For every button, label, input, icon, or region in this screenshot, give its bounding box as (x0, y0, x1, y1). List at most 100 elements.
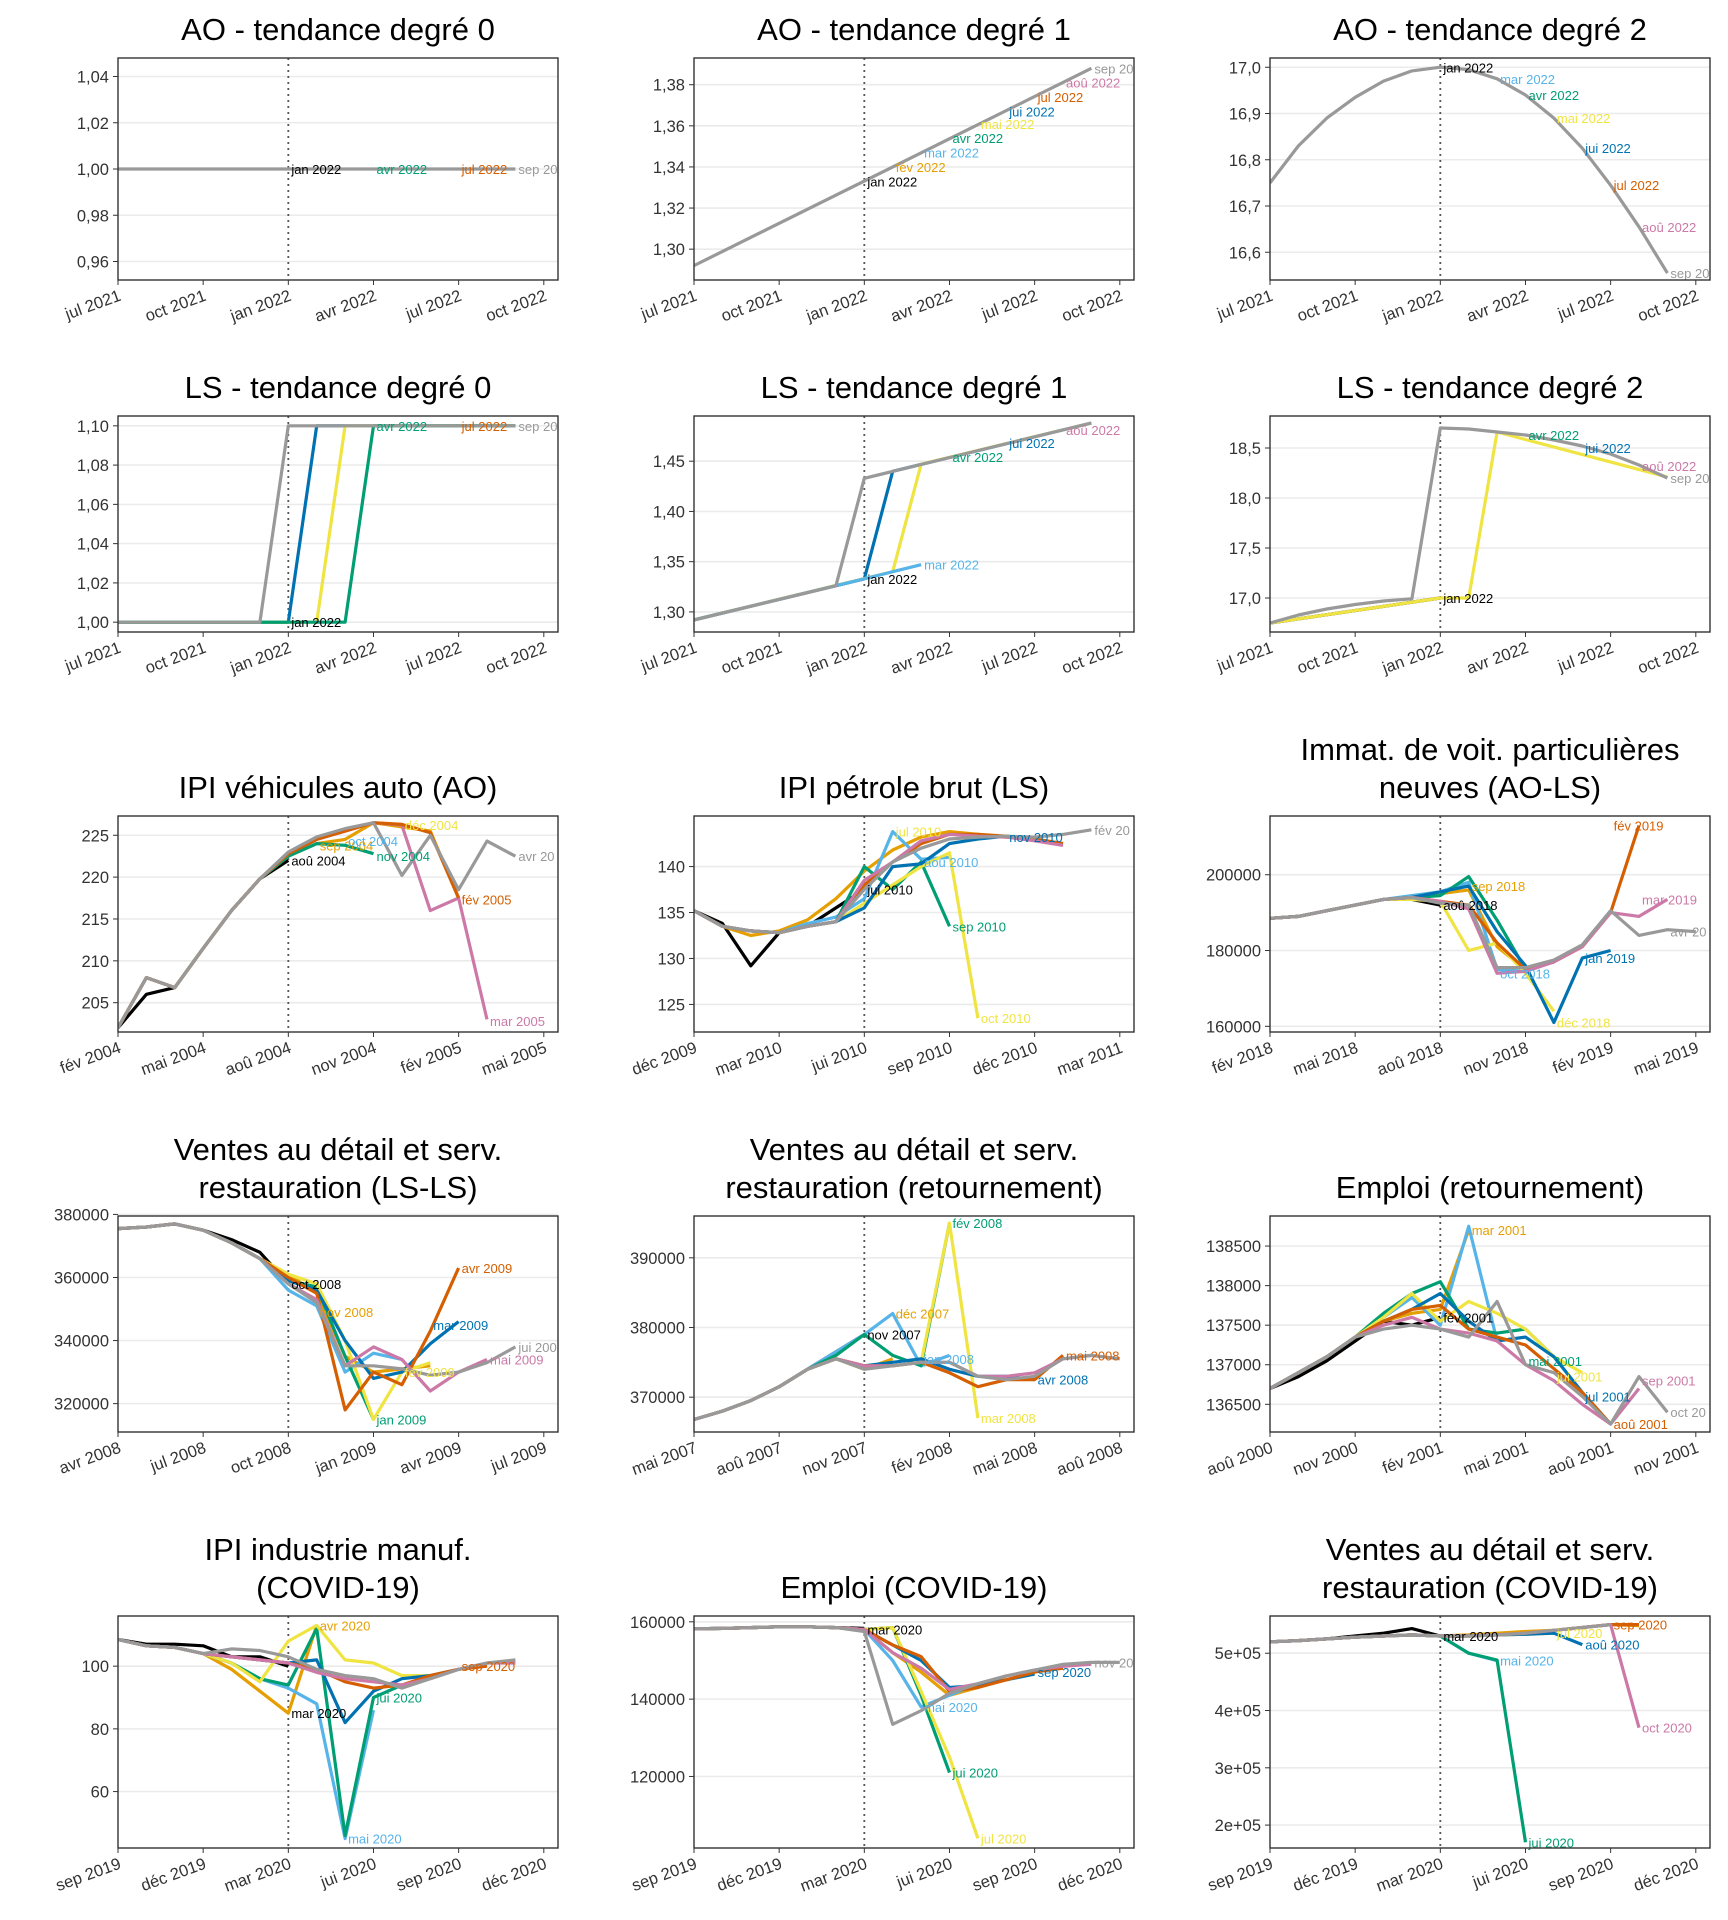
point-label: jan 2022 (866, 572, 917, 587)
point-label: jan 2022 (290, 162, 341, 177)
x-tick-label: déc 2019 (715, 1855, 785, 1895)
series-line-9 (1270, 895, 1696, 970)
x-tick-label: jul 2021 (62, 287, 123, 324)
series-line-5 (694, 851, 980, 1019)
point-label: jui 2001 (1556, 1370, 1603, 1385)
y-tick-label: 1,45 (653, 453, 685, 471)
y-tick-label: 225 (81, 827, 109, 845)
point-label: mai 2020 (348, 1832, 401, 1847)
chart-panel-6: LS - tendance degré 2 17,0 17,5 18,0 18,5 jul… (1214, 370, 1711, 678)
series-line-1 (694, 888, 866, 968)
chart-panel-1: AO - tendance degré 0 0,96 0,98 1,00 1,02 1,0… (62, 12, 559, 326)
x-tick-label: déc 2020 (479, 1855, 549, 1895)
point-label: jul 2010 (895, 825, 942, 840)
x-tick-label: jul 2021 (1214, 639, 1275, 676)
chart-panel-12: Emploi (retournement) 136500 137000 137500 1… (1205, 1170, 1711, 1479)
chart-panel-14: Emploi (COVID-19) 120000 140000 160000 sep 2… (629, 1570, 1135, 1896)
point-label: aoû 2001 (1614, 1417, 1668, 1432)
series-line-3 (118, 1222, 403, 1374)
point-label: mai 2008 (1066, 1348, 1119, 1363)
point-label: oct 2010 (981, 1011, 1031, 1026)
point-label: oct 2004 (348, 834, 398, 849)
x-tick-label: fév 2019 (1550, 1039, 1616, 1078)
point-label: jan 2022 (1442, 591, 1493, 606)
point-label: nov 20 (1094, 1655, 1133, 1670)
series-line-9 (118, 1222, 517, 1377)
series-line-1 (694, 1333, 866, 1422)
x-tick-label: jul 2022 (403, 287, 464, 324)
series-line-3 (118, 424, 516, 624)
point-label: aoû 2010 (924, 855, 978, 870)
point-label: oct 2020 (1642, 1721, 1692, 1736)
chart-title: Ventes au détail et serv. restauration (r… (725, 1132, 1102, 1205)
point-label: fév 2001 (1443, 1310, 1493, 1325)
x-tick-label: mar 2020 (1374, 1855, 1446, 1896)
y-tick-label: 100 (81, 1658, 109, 1676)
point-label: aoû 2004 (291, 853, 345, 868)
y-tick-label: 1,34 (653, 159, 685, 177)
chart-panel-8: IPI pétrole brut (LS) 125 130 135 140 déc 200… (629, 770, 1135, 1080)
point-label: avr 2009 (462, 1261, 513, 1276)
chart-title: Ventes au détail et serv. restauration (L… (174, 1132, 503, 1205)
y-tick-label: 18,5 (1229, 440, 1261, 458)
x-tick-label: sep 2019 (629, 1855, 699, 1895)
y-tick-label: 1,32 (653, 200, 685, 218)
point-label: jui 200 (517, 1340, 556, 1355)
x-tick-label: jul 2022 (979, 639, 1040, 676)
point-label: avr 2022 (1528, 88, 1579, 103)
series-line-9 (694, 828, 1092, 935)
x-tick-label: aoû 2007 (714, 1439, 785, 1479)
point-label: jan 2009 (375, 1412, 426, 1427)
chart-panel-9: Immat. de voit. particulières neuves (AO-… (1206, 732, 1711, 1079)
x-tick-label: mai 2004 (139, 1039, 209, 1079)
point-label: sep 2010 (952, 919, 1006, 934)
y-tick-label: 1,36 (653, 118, 685, 136)
x-tick-label: jui 2020 (1469, 1855, 1530, 1892)
plot-border (1269, 57, 1711, 281)
point-label: jul 2020 (1556, 1626, 1603, 1641)
chart-title: IPI pétrole brut (LS) (779, 770, 1050, 805)
x-tick-label: jul 2022 (403, 639, 464, 676)
y-tick-label: 1,08 (77, 457, 109, 475)
y-tick-label: 16,9 (1229, 106, 1261, 124)
series-line-6 (118, 821, 517, 1029)
y-tick-label: 5e+05 (1215, 1645, 1261, 1663)
y-tick-label: 140000 (630, 1691, 685, 1709)
point-label: sep 2020 (1038, 1665, 1092, 1680)
chart-panel-5: LS - tendance degré 1 1,30 1,35 1,40 1,45 jul… (638, 370, 1135, 678)
point-label: mar 2005 (490, 1014, 545, 1029)
x-tick-label: déc 2020 (1631, 1855, 1701, 1895)
y-tick-label: 3e+05 (1215, 1760, 1261, 1778)
point-label: mar 2022 (924, 558, 979, 573)
point-label: avr 2022 (376, 162, 427, 177)
point-label: jui 2020 (951, 1766, 998, 1781)
point-label: mar 2020 (1443, 1629, 1498, 1644)
y-tick-label: 60 (91, 1784, 109, 1802)
x-tick-label: mai 2019 (1631, 1039, 1701, 1079)
point-label: sep 2001 (1642, 1374, 1696, 1389)
chart-panel-15: Ventes au détail et serv. restauration (C… (1205, 1532, 1711, 1896)
chart-panel-7: IPI véhicules auto (AO) 205 210 215 220 225 fé… (58, 770, 559, 1079)
chart-title: AO - tendance degré 1 (757, 12, 1071, 47)
x-tick-label: avr 2022 (1464, 639, 1531, 678)
series-line-1 (118, 1222, 290, 1285)
chart-title: LS - tendance degré 0 (185, 370, 492, 405)
point-label: avr 2022 (1528, 428, 1579, 443)
point-label: jui 2020 (375, 1691, 422, 1706)
point-label: avr 20 (1670, 925, 1706, 940)
series-line-5 (694, 421, 1092, 622)
y-tick-label: 210 (81, 953, 109, 971)
y-tick-label: 360000 (54, 1269, 109, 1287)
y-tick-label: 180000 (1206, 943, 1261, 961)
point-label: jul 2022 (1037, 90, 1084, 105)
point-label: mar 2019 (1642, 892, 1697, 907)
chart-title: Ventes au détail et serv. restauration (C… (1322, 1532, 1658, 1605)
y-tick-label: 4e+05 (1215, 1703, 1261, 1721)
y-tick-label: 16,7 (1229, 198, 1261, 216)
y-tick-label: 220 (81, 869, 109, 887)
point-label: sep 20 (1670, 266, 1709, 281)
x-tick-label: jan 2022 (227, 639, 294, 678)
x-tick-label: déc 2009 (629, 1039, 699, 1079)
y-tick-label: 200000 (1206, 867, 1261, 885)
plot-border (693, 57, 1135, 281)
